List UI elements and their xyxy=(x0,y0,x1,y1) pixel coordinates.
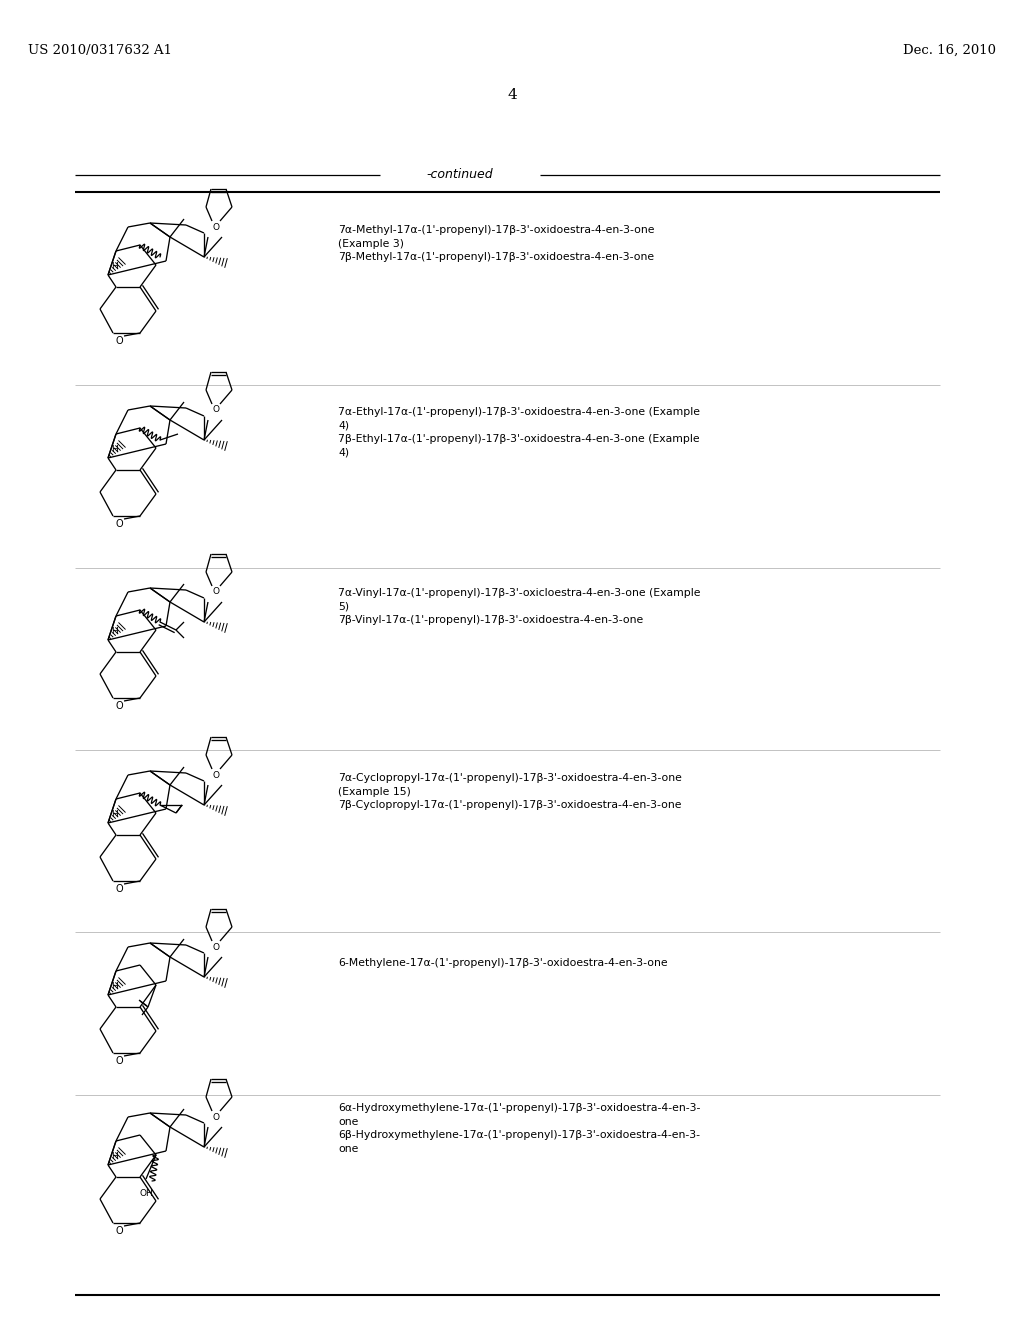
Text: US 2010/0317632 A1: US 2010/0317632 A1 xyxy=(28,44,172,57)
Text: 7α-Ethyl-17α-(1'-propenyl)-17β-3'-oxidoestra-4-en-3-one (Example
4)
7β-Ethyl-17α: 7α-Ethyl-17α-(1'-propenyl)-17β-3'-oxidoe… xyxy=(338,407,700,458)
Text: O: O xyxy=(213,1113,219,1122)
Text: O: O xyxy=(115,519,123,529)
Text: H: H xyxy=(111,445,118,454)
Text: 7α-Vinyl-17α-(1'-propenyl)-17β-3'-oxicloestra-4-en-3-one (Example
5)
7β-Vinyl-17: 7α-Vinyl-17α-(1'-propenyl)-17β-3'-oxiclo… xyxy=(338,587,700,626)
Text: 7α-Methyl-17α-(1'-propenyl)-17β-3'-oxidoestra-4-en-3-one
(Example 3)
7β-Methyl-1: 7α-Methyl-17α-(1'-propenyl)-17β-3'-oxido… xyxy=(338,224,654,263)
Text: H: H xyxy=(111,1152,118,1162)
Text: O: O xyxy=(213,942,219,952)
Text: O: O xyxy=(213,405,219,414)
Text: H: H xyxy=(111,982,118,991)
Text: -continued: -continued xyxy=(427,169,494,181)
Text: Dec. 16, 2010: Dec. 16, 2010 xyxy=(903,44,996,57)
Text: O: O xyxy=(213,223,219,231)
Text: O: O xyxy=(115,884,123,894)
Text: 7α-Cyclopropyl-17α-(1'-propenyl)-17β-3'-oxidoestra-4-en-3-one
(Example 15)
7β-Cy: 7α-Cyclopropyl-17α-(1'-propenyl)-17β-3'-… xyxy=(338,774,682,810)
Text: O: O xyxy=(115,1226,123,1236)
Text: OH: OH xyxy=(139,1188,153,1197)
Text: H: H xyxy=(111,810,118,818)
Text: O: O xyxy=(213,587,219,597)
Text: O: O xyxy=(213,771,219,780)
Text: H: H xyxy=(111,261,118,271)
Text: H: H xyxy=(111,627,118,636)
Text: 6-Methylene-17α-(1'-propenyl)-17β-3'-oxidoestra-4-en-3-one: 6-Methylene-17α-(1'-propenyl)-17β-3'-oxi… xyxy=(338,958,668,968)
Text: O: O xyxy=(115,701,123,711)
Text: 6α-Hydroxymethylene-17α-(1'-propenyl)-17β-3'-oxidoestra-4-en-3-
one
6β-Hydroxyme: 6α-Hydroxymethylene-17α-(1'-propenyl)-17… xyxy=(338,1104,700,1154)
Text: O: O xyxy=(115,1056,123,1067)
Text: O: O xyxy=(115,337,123,346)
Text: 4: 4 xyxy=(507,88,517,102)
